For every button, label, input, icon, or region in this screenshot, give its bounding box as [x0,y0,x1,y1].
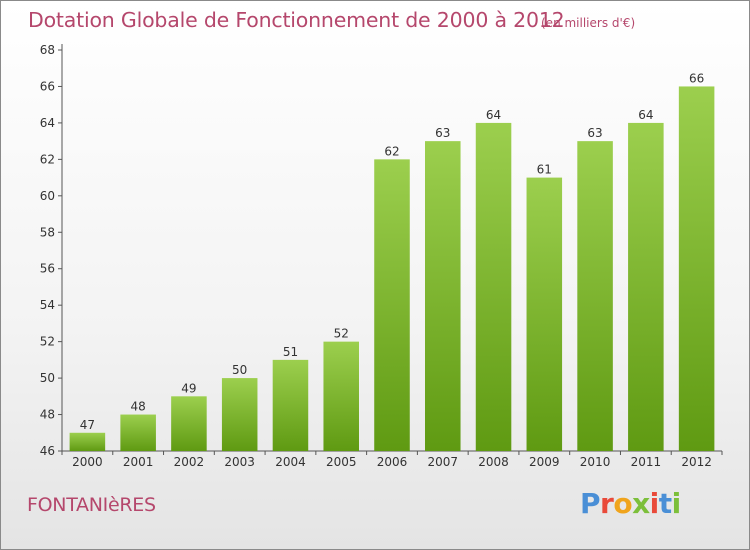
bar [323,341,359,451]
bar [526,177,563,451]
bar [221,378,258,451]
data-label: 63 [435,126,450,140]
bar [577,141,613,452]
x-tick-label: 2007 [427,455,458,469]
bar [272,359,309,451]
logo-letter: x [632,487,650,520]
logo-letter: P [580,487,601,520]
data-label: 51 [283,345,298,359]
unit-note: (en milliers d'€) [541,16,636,30]
x-tick-label: 2000 [72,455,103,469]
y-tick-label: 60 [40,189,55,203]
logo-letter: i [649,487,660,520]
bar [425,141,461,452]
x-tick-label: 2005 [326,455,357,469]
x-tick-label: 2011 [631,455,662,469]
data-label: 63 [587,126,602,140]
logo-letter: t [658,487,672,520]
place-name: FONTANIèRES [27,494,156,516]
x-tick-label: 2009 [529,455,560,469]
bar [69,432,106,451]
logo-letter: r [600,487,614,520]
data-label: 62 [384,144,399,158]
y-tick-label: 52 [40,335,55,349]
bar [171,396,207,451]
bar [374,159,410,451]
x-tick-label: 2008 [478,455,509,469]
data-label: 49 [181,381,196,395]
bar [628,122,664,451]
data-label: 66 [689,71,704,85]
data-label: 52 [334,327,349,341]
data-label: 48 [131,400,146,414]
data-label: 64 [486,108,501,122]
y-tick-label: 54 [40,298,55,312]
chart-title: Dotation Globale de Fonctionnement de 20… [28,8,565,32]
y-tick-label: 68 [40,43,55,57]
y-tick-label: 50 [40,371,55,385]
x-tick-label: 2001 [123,455,154,469]
data-label: 64 [638,108,653,122]
bar [120,414,156,451]
y-tick-label: 48 [40,408,55,422]
x-tick-label: 2004 [275,455,306,469]
x-tick-label: 2010 [580,455,611,469]
data-label: 61 [537,163,552,177]
y-tick-label: 62 [40,152,55,166]
x-tick-label: 2003 [224,455,255,469]
logo-letter: o [613,487,633,520]
data-label: 50 [232,363,247,377]
y-tick-label: 66 [40,79,55,93]
y-tick-label: 56 [40,262,55,276]
x-tick-label: 2006 [377,455,408,469]
logo-letter: i [671,487,682,520]
y-tick-label: 58 [40,225,55,239]
x-tick-label: 2012 [681,455,712,469]
x-tick-label: 2002 [174,455,205,469]
y-tick-label: 46 [40,444,55,458]
bar [678,86,715,452]
proxiti-logo[interactable]: Proxiti [580,487,681,520]
y-tick-label: 64 [40,116,55,130]
data-label: 47 [80,418,95,432]
bar [475,122,512,451]
